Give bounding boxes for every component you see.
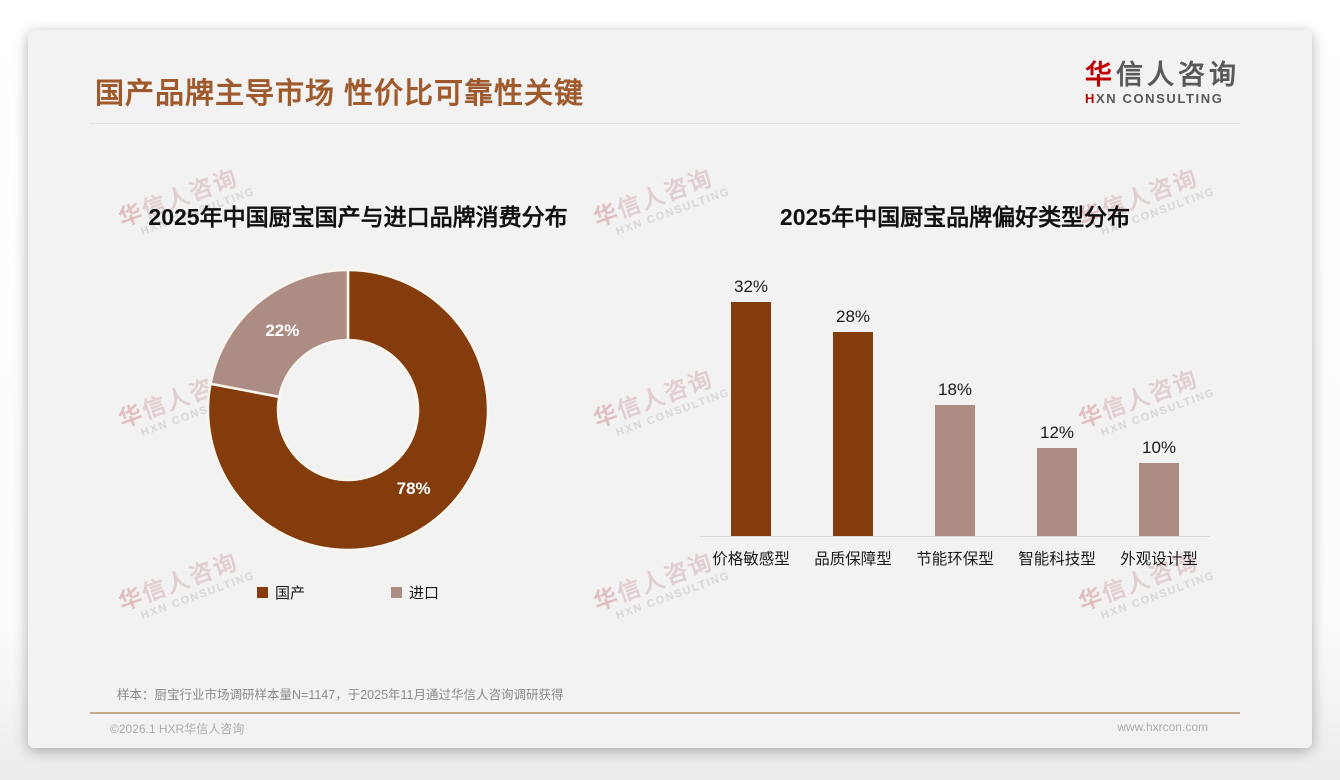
logo-en-rest: XN CONSULTING: [1096, 91, 1224, 107]
bar-3: [1037, 448, 1077, 536]
bar-2: [935, 404, 975, 536]
bar-value-label: 12%: [1039, 423, 1075, 443]
bar-chart-title: 2025年中国厨宝品牌偏好类型分布: [779, 204, 1131, 230]
bar-category-label: 品质保障型: [814, 551, 892, 568]
donut-svg: [206, 268, 490, 552]
bar-value-label: 28%: [835, 306, 871, 326]
legend-label: 国产: [274, 585, 305, 602]
company-logo: 华信人咨询 HXN CONSULTING: [1085, 60, 1240, 106]
donut-legend: 国产 进口: [198, 582, 498, 603]
logo-chinese-text: 华信人咨询: [1085, 60, 1240, 91]
bar-category-label: 智能科技型: [1018, 551, 1096, 568]
legend-label: 进口: [409, 585, 440, 602]
legend-item-1: 进口: [391, 582, 439, 603]
bar-0: [731, 302, 771, 536]
donut-slice-1: [209, 268, 350, 399]
bar-4: [1139, 463, 1179, 536]
donut-chart: 78% 22%: [198, 260, 498, 560]
bar-chart-x-axis: [700, 536, 1210, 537]
bar-value-label: 32%: [733, 277, 769, 297]
watermark-en: HXN CONSULTING: [1099, 569, 1217, 623]
logo-en-first-char: H: [1085, 91, 1096, 107]
sample-note: 样本：厨宝行业市场调研样本量N=1147，于2025年11月通过华信人咨询调研获…: [117, 688, 564, 702]
bar-value-label: 10%: [1141, 438, 1177, 457]
footer-copyright: ©2026.1 HXR华信人咨询: [110, 722, 245, 736]
donut-slice-label: 78%: [396, 479, 431, 499]
bar-value-label: 18%: [937, 379, 973, 399]
bar-1: [833, 331, 873, 536]
legend-swatch: [391, 587, 402, 598]
page-title: 国产品牌主导市场 性价比可靠性关键: [95, 78, 585, 110]
logo-cn-rest: 信人咨询: [1116, 60, 1240, 90]
legend-swatch: [256, 587, 268, 598]
donut-chart-title: 2025年中国厨宝国产与进口品牌消费分布: [148, 204, 568, 230]
bar-category-label: 价格敏感型: [712, 551, 790, 568]
donut-slice-label: 22%: [265, 320, 300, 340]
footer-divider: [90, 712, 1240, 714]
bar-category-label: 外观设计型: [1120, 551, 1198, 568]
slide-card: 华信人咨询 HXN CONSULTING 华信人咨询 HXN CONSULTING 华信…: [28, 30, 1312, 748]
legend-item-0: 国产: [256, 582, 305, 603]
logo-cn-first-char: 华: [1085, 60, 1116, 90]
donut-slice-0: [206, 268, 490, 552]
bar-category-label: 节能环保型: [916, 551, 994, 568]
header-divider: [90, 123, 1240, 124]
footer-website: www.hxrcon.com: [1117, 720, 1208, 734]
watermark-en: HXN CONSULTING: [614, 569, 732, 623]
bar-chart: 32% 价格敏感型 28% 品质保障型 18% 节能环保型 12% 智能科技型 10% 外观设计型: [700, 277, 1210, 568]
logo-english-text: HXN CONSULTING: [1085, 91, 1240, 106]
